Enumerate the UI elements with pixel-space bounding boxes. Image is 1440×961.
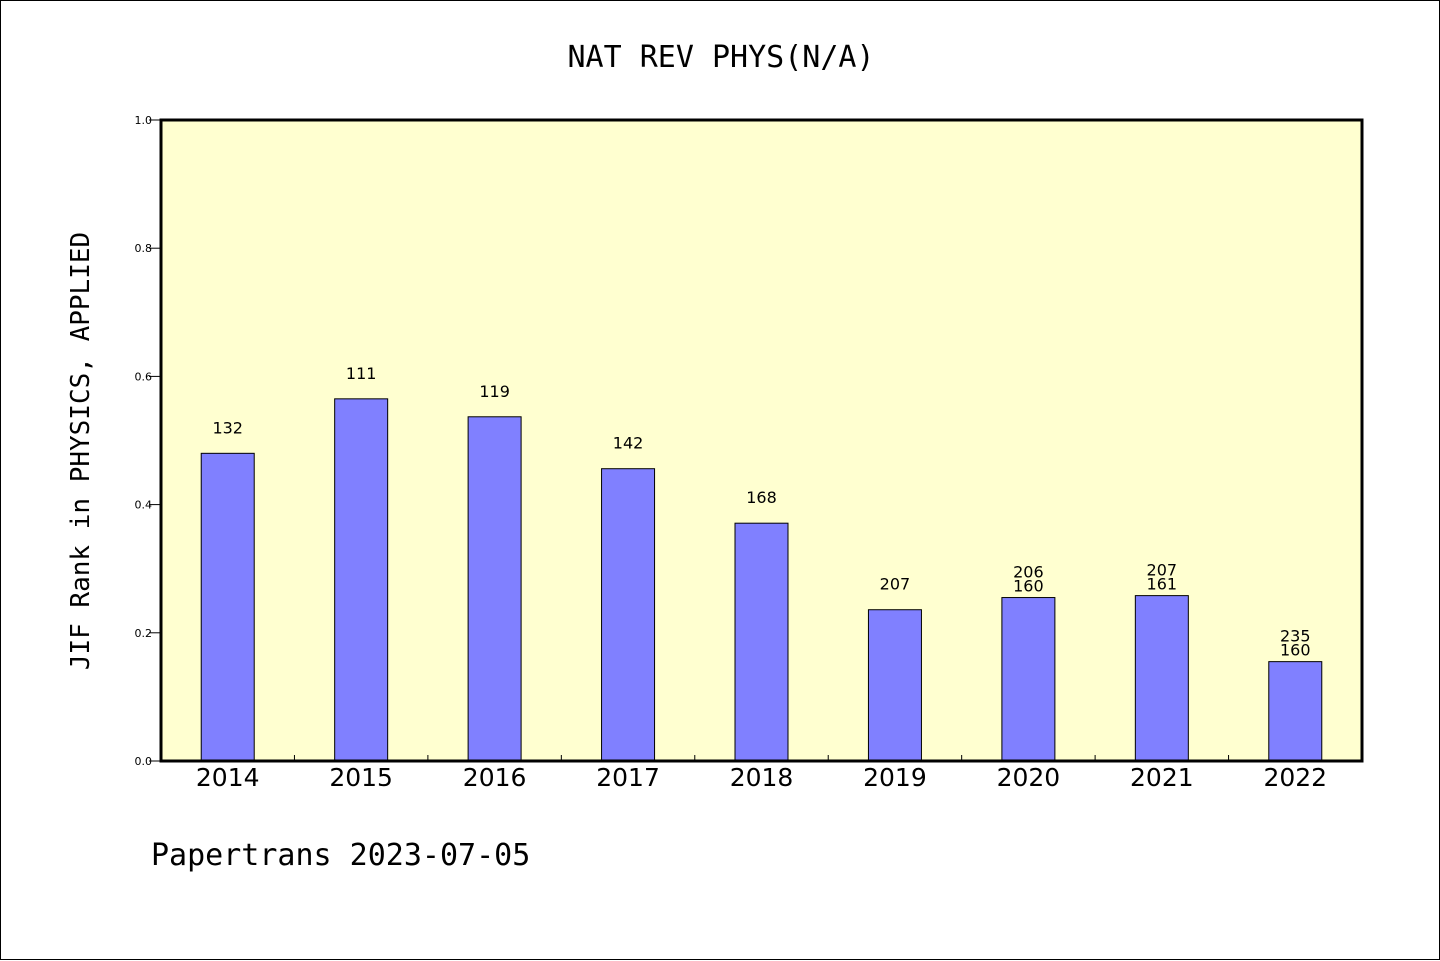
- bar-2019: [867, 609, 922, 762]
- bar-2020: [1001, 597, 1056, 762]
- data-label: 206: [1013, 563, 1044, 582]
- y-tick-label: 0.8: [135, 242, 153, 255]
- plot-border: [159, 118, 1364, 763]
- data-label: 161: [1147, 575, 1178, 594]
- data-label: 119: [479, 382, 510, 401]
- x-tick-label: 2016: [463, 763, 527, 792]
- data-label: 132: [212, 418, 243, 437]
- bar-2022: [1268, 661, 1323, 762]
- bar-2021: [1134, 595, 1189, 762]
- y-tick-label: 0.0: [135, 755, 153, 768]
- bar-2016: [467, 416, 522, 762]
- y-tick-label: 1.0: [135, 114, 153, 127]
- data-label: 207: [1147, 561, 1178, 580]
- bar-2015: [334, 398, 389, 762]
- x-tick-label: 2020: [997, 763, 1061, 792]
- bar-2017: [601, 468, 656, 762]
- y-tick-label: 0.6: [135, 370, 153, 383]
- x-tick-label: 2015: [329, 763, 393, 792]
- data-label: 160: [1013, 577, 1044, 596]
- x-tick-label: 2022: [1263, 763, 1327, 792]
- bar-2014: [200, 452, 255, 762]
- y-tick-label: 0.2: [135, 627, 153, 640]
- data-label: 168: [746, 488, 777, 507]
- footer-credit: Papertrans 2023-07-05: [151, 838, 530, 873]
- y-axis-ticks: 0.0 0.2 0.4 0.6 0.8 1.0: [135, 114, 161, 768]
- data-label: 142: [613, 434, 644, 453]
- data-label: 235: [1280, 627, 1311, 646]
- data-label: 160: [1280, 641, 1311, 660]
- bar-series: [200, 398, 1323, 762]
- x-tick-label: 2014: [196, 763, 260, 792]
- y-axis-label: JIF Rank in PHYSICS, APPLIED: [66, 232, 96, 670]
- data-label: 207: [880, 575, 911, 594]
- x-tick-label: 2017: [596, 763, 660, 792]
- bar-2018: [734, 522, 789, 762]
- x-tick-label: 2019: [863, 763, 927, 792]
- chart-title: NAT REV PHYS(N/A): [567, 40, 874, 75]
- y-tick-label: 0.4: [135, 499, 153, 512]
- x-tick-label: 2021: [1130, 763, 1194, 792]
- x-tick-label: 2018: [730, 763, 794, 792]
- data-label: 111: [346, 364, 377, 383]
- x-axis-ticks: 2014 2015 2016 2017 2018 2019 2020 2021 2022: [196, 755, 1327, 792]
